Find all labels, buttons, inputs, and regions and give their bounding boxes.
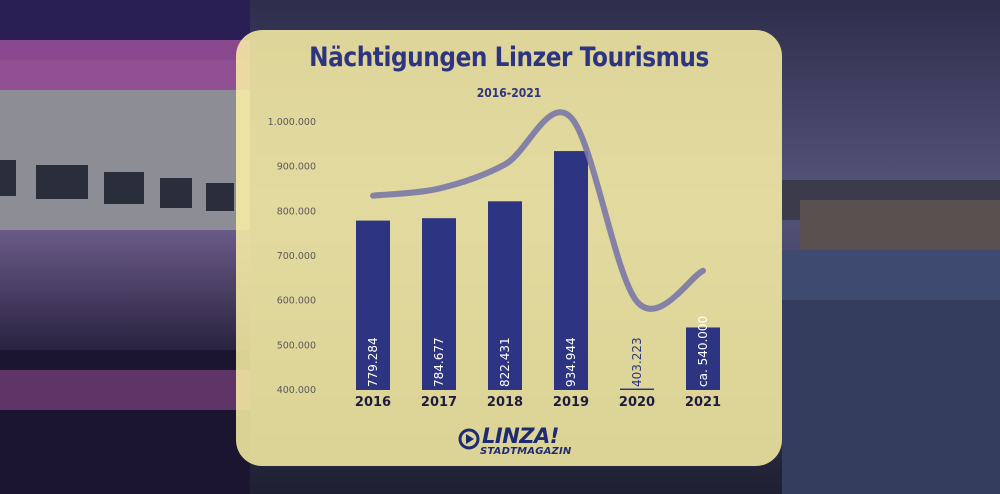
y-tick-label: 1.000.000 bbox=[268, 117, 316, 128]
x-tick-label: 2020 bbox=[619, 395, 655, 410]
bar-2019 bbox=[554, 151, 588, 390]
data-label-2016: 779.284 bbox=[366, 337, 380, 387]
play-circle-icon bbox=[458, 428, 480, 450]
y-tick-label: 600.000 bbox=[277, 296, 316, 307]
data-label-2018: 822.431 bbox=[498, 337, 512, 387]
data-label-2021: ca. 540.000 bbox=[696, 316, 710, 387]
x-tick-label: 2017 bbox=[421, 395, 457, 410]
bar-2016 bbox=[356, 220, 390, 390]
linza-logo: LINZA! STADTMAGAZIN bbox=[458, 424, 598, 462]
bar-2020 bbox=[620, 388, 654, 390]
x-tick-label: 2021 bbox=[685, 395, 721, 410]
x-tick-label: 2019 bbox=[553, 395, 589, 410]
y-tick-label: 400.000 bbox=[277, 385, 316, 396]
data-label-2020: 403.223 bbox=[630, 337, 644, 387]
data-label-2017: 784.677 bbox=[432, 337, 446, 387]
bar-2017 bbox=[422, 218, 456, 390]
data-label-2019: 934.944 bbox=[564, 337, 578, 387]
x-tick-label: 2016 bbox=[355, 395, 391, 410]
chart-subtitle: 2016-2021 bbox=[476, 86, 542, 100]
logo-subtitle: STADTMAGAZIN bbox=[480, 446, 572, 457]
bar-2018 bbox=[488, 201, 522, 390]
chart-title: Nächtigungen Linzer Tourismus bbox=[309, 42, 709, 73]
y-tick-label: 800.000 bbox=[277, 206, 316, 217]
y-tick-label: 700.000 bbox=[277, 251, 316, 262]
y-tick-label: 900.000 bbox=[277, 162, 316, 173]
bar-2021 bbox=[686, 327, 720, 390]
logo-wordmark: LINZA! bbox=[482, 424, 559, 448]
y-tick-label: 500.000 bbox=[277, 340, 316, 351]
x-tick-label: 2018 bbox=[487, 395, 523, 410]
trend-curve bbox=[370, 109, 706, 312]
